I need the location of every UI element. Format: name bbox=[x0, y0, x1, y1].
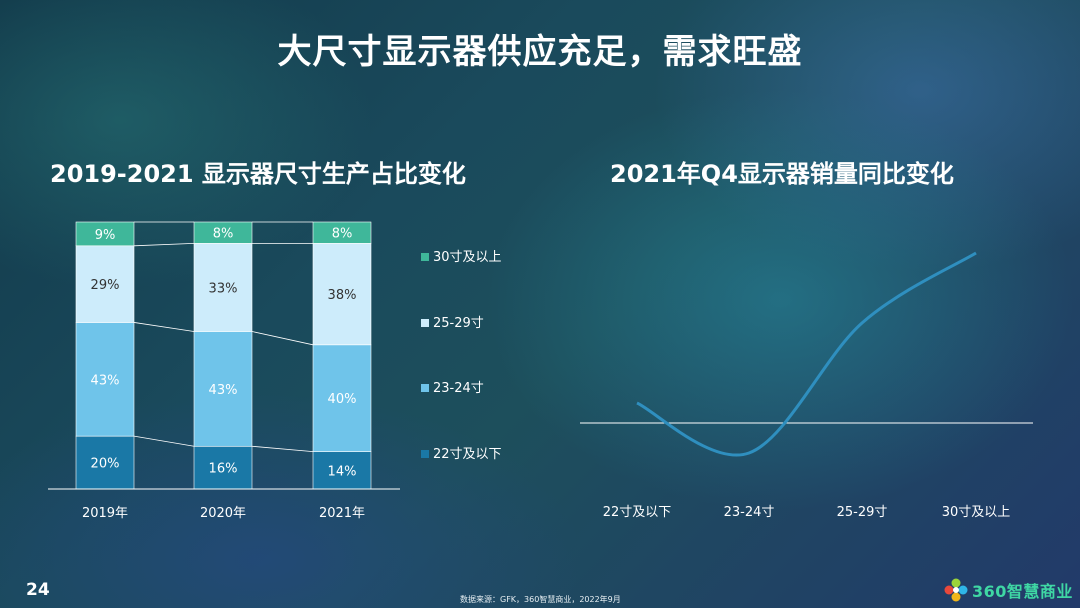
x-tick-label: 30寸及以上 bbox=[942, 505, 1011, 520]
page-number: 24 bbox=[26, 580, 50, 600]
bar-data-label: 38% bbox=[328, 288, 357, 303]
bar-segment bbox=[193, 221, 253, 244]
legend-marker bbox=[421, 253, 429, 261]
legend-marker bbox=[421, 319, 429, 327]
bar-data-label: 14% bbox=[328, 464, 357, 479]
series-line bbox=[636, 251, 977, 457]
bar-segment bbox=[75, 435, 135, 490]
series-connector-line bbox=[133, 242, 195, 247]
bar-segment bbox=[75, 245, 135, 323]
bar-data-label: 8% bbox=[213, 227, 234, 242]
x-tick-label: 22寸及以下 bbox=[603, 505, 672, 520]
bar-segment bbox=[312, 344, 372, 452]
bar-data-label: 29% bbox=[91, 278, 120, 293]
bar-data-label: 43% bbox=[91, 373, 120, 388]
bar-data-label: 40% bbox=[328, 392, 357, 407]
series-connector-line bbox=[133, 435, 195, 447]
bar-data-label: 33% bbox=[209, 281, 238, 296]
bar-segment bbox=[312, 243, 372, 346]
legend-label: 25-29寸 bbox=[433, 316, 484, 331]
source-note: 数据来源：GFK，360智慧商业，2022年9月 bbox=[460, 595, 621, 604]
bar-segment bbox=[75, 221, 135, 247]
line-chart-title: 2021年Q4显示器销量同比变化 bbox=[610, 160, 954, 188]
x-tick-label: 2020年 bbox=[200, 506, 246, 521]
bar-segment bbox=[193, 243, 253, 332]
bar-segment bbox=[312, 221, 372, 244]
x-tick-label: 25-29寸 bbox=[837, 505, 888, 520]
x-tick-label: 2021年 bbox=[319, 506, 365, 521]
bar-data-label: 20% bbox=[91, 457, 120, 472]
series-connector-line bbox=[251, 331, 314, 346]
bar-segment bbox=[193, 331, 253, 447]
series-connector-line bbox=[133, 322, 195, 332]
logo-text: 360智慧商业 bbox=[972, 582, 1073, 601]
flower-logo-icon bbox=[944, 578, 968, 602]
bar-data-label: 9% bbox=[95, 228, 116, 243]
logo: 360智慧商业 bbox=[944, 578, 1073, 602]
x-tick-label: 23-24寸 bbox=[724, 505, 775, 520]
bar-data-label: 43% bbox=[209, 383, 238, 398]
legend-marker bbox=[421, 450, 429, 458]
legend-label: 23-24寸 bbox=[433, 381, 484, 396]
page-title: 大尺寸显示器供应充足，需求旺盛 bbox=[277, 32, 803, 72]
legend-label: 30寸及以上 bbox=[433, 250, 502, 265]
bar-data-label: 16% bbox=[209, 462, 238, 477]
bar-chart-title: 2019-2021 显示器尺寸生产占比变化 bbox=[50, 160, 466, 188]
bar-data-label: 8% bbox=[332, 227, 353, 242]
legend-label: 22寸及以下 bbox=[433, 447, 502, 462]
x-tick-label: 2019年 bbox=[82, 506, 128, 521]
bar-segment bbox=[75, 322, 135, 437]
legend-marker bbox=[421, 384, 429, 392]
series-connector-line bbox=[251, 445, 314, 453]
